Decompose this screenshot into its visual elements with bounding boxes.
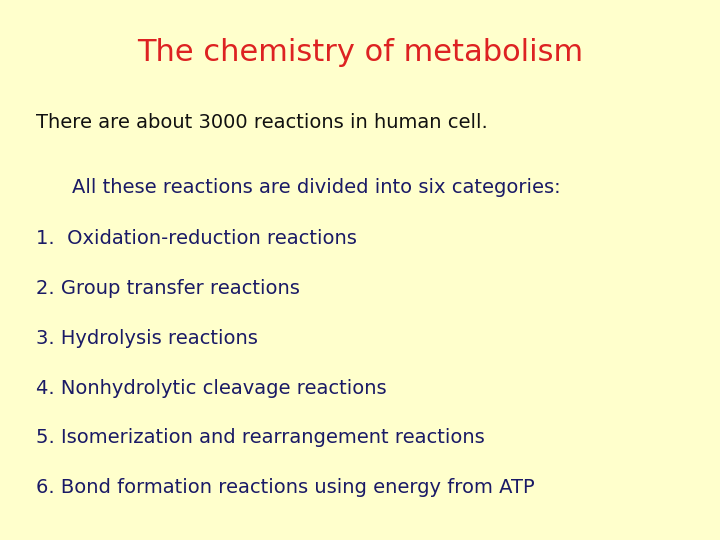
Text: All these reactions are divided into six categories:: All these reactions are divided into six… bbox=[72, 178, 561, 197]
Text: There are about 3000 reactions in human cell.: There are about 3000 reactions in human … bbox=[36, 113, 487, 132]
Text: 6. Bond formation reactions using energy from ATP: 6. Bond formation reactions using energy… bbox=[36, 478, 535, 497]
Text: 5. Isomerization and rearrangement reactions: 5. Isomerization and rearrangement react… bbox=[36, 428, 485, 447]
Text: 4. Nonhydrolytic cleavage reactions: 4. Nonhydrolytic cleavage reactions bbox=[36, 379, 387, 397]
Text: 3. Hydrolysis reactions: 3. Hydrolysis reactions bbox=[36, 329, 258, 348]
Text: The chemistry of metabolism: The chemistry of metabolism bbox=[137, 38, 583, 67]
Text: 2. Group transfer reactions: 2. Group transfer reactions bbox=[36, 279, 300, 298]
Text: 1.  Oxidation-reduction reactions: 1. Oxidation-reduction reactions bbox=[36, 230, 357, 248]
